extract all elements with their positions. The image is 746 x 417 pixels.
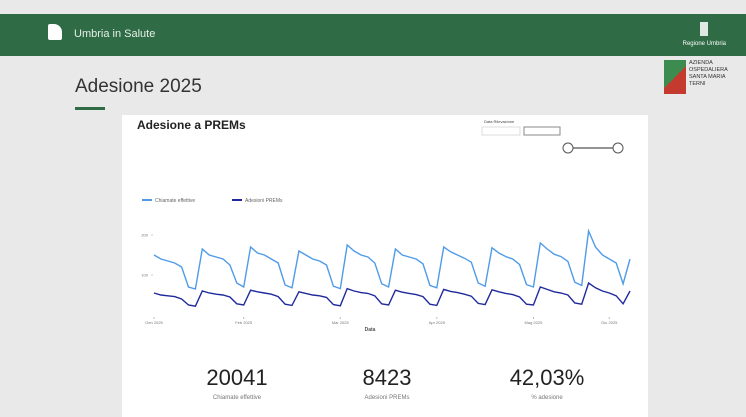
kpi: 8423 Adesioni PREMs (302, 365, 472, 401)
slider-handle[interactable] (562, 142, 574, 154)
kpi: 42,03% % adesione (462, 365, 632, 401)
logo-line: TERNI (689, 81, 706, 87)
x-tick-label: Giu 2025 (601, 320, 618, 325)
chart-title: Adesione a PREMs (137, 118, 246, 132)
logo-line: AZIENDA (689, 60, 713, 66)
header-bar: Umbria in Salute Regione Umbria (0, 14, 746, 56)
kpi-value: 20041 (206, 365, 268, 390)
series-line (153, 281, 631, 307)
kpi-value: 8423 (362, 365, 412, 390)
filter-label: Data Rilevazione (484, 119, 515, 124)
title-underline (75, 107, 105, 110)
chart: Adesione a PREMs Data Rilevazione Data 1… (137, 118, 631, 333)
date-to[interactable] (523, 126, 561, 136)
y-tick-label: 100 (141, 273, 148, 278)
kpi-value: 42,03% (509, 365, 585, 390)
legend-label: Adesioni PREMs (245, 198, 283, 204)
x-axis-label: Data (365, 327, 376, 333)
y-tick-label: 200 (141, 233, 148, 238)
brand-icon (48, 24, 62, 40)
kpi: 20041 Chiamate effettive (152, 365, 322, 401)
region-icon (700, 22, 708, 36)
x-tick-label: Mar 2025 (332, 320, 350, 325)
x-tick-label: Feb 2025 (235, 320, 253, 325)
logo-line: OSPEDALIERA (689, 67, 728, 73)
legend-label: Chiamate effettive (155, 198, 195, 204)
slide-title: Adesione 2025 (75, 76, 202, 97)
series-line (153, 228, 631, 290)
logo: AZIENDA OSPEDALIERA SANTA MARIA TERNI (664, 60, 742, 96)
kpi-label: Chiamate effettive (212, 395, 262, 401)
dashboard-card: Adesione a PREMs Data Rilevazione Data 1… (122, 115, 648, 417)
kpi-label: % adesione (531, 395, 563, 401)
kpi-label: Adesioni PREMs (364, 395, 410, 401)
logo-line: SANTA MARIA (689, 74, 726, 80)
x-tick-label: Apr 2025 (429, 320, 446, 325)
x-tick-label: Gen 2025 (145, 320, 163, 325)
date-from[interactable] (481, 126, 521, 136)
logo-mark (664, 60, 686, 94)
x-tick-label: Mag 2025 (525, 320, 544, 325)
logo-text: AZIENDA OSPEDALIERA SANTA MARIA TERNI (689, 60, 728, 88)
region: Regione Umbria (682, 41, 726, 47)
brand: Umbria in Salute (74, 28, 156, 40)
slider-handle[interactable] (612, 142, 624, 154)
